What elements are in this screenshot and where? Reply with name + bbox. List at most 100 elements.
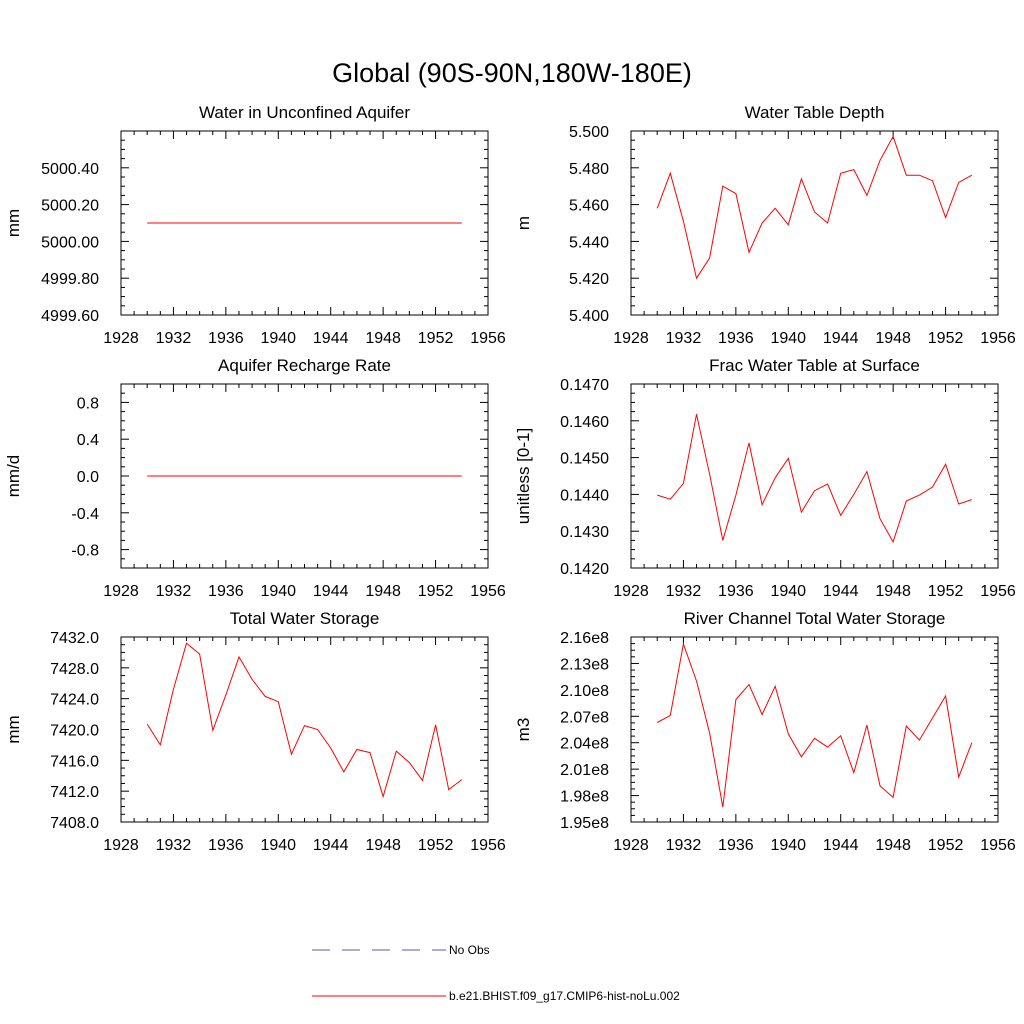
x-tick-label: 1940 [770,837,806,854]
y-tick-label: 2.04e8 [560,736,609,753]
y-tick-label: 7424.0 [50,692,99,709]
x-tick-label: 1956 [980,837,1016,854]
y-axis-label: m3 [514,718,533,742]
y-tick-label: 5.460 [569,198,609,215]
y-tick-label: 0.1470 [560,377,609,394]
x-tick-label: 1956 [470,583,506,600]
x-tick-label: 1948 [875,330,911,347]
x-tick-label: 1944 [823,837,859,854]
plot-frame [630,383,999,569]
series-line [146,642,463,799]
x-tick-label: 1944 [313,583,349,600]
panel-title: Water Table Depth [745,103,885,122]
y-tick-label: 0.1430 [560,524,609,541]
x-tick-label: 1948 [875,837,911,854]
x-tick-label: 1940 [260,837,296,854]
figure-title: Global (90S-90N,180W-180E) [332,58,692,88]
plot-frame [630,636,999,823]
y-tick-label: 7412.0 [50,784,99,801]
y-tick-label: 5.400 [569,308,609,325]
x-tick-label: 1948 [875,583,911,600]
y-tick-label: 1.95e8 [560,815,609,832]
x-tick-label: 1928 [103,837,139,854]
y-tick-label: 0.0 [77,469,99,486]
y-tick-label: 5000.40 [41,161,99,178]
panel-2: Water Table Depth 1928 1932 1936 1940 1944 194… [514,103,1016,347]
x-tick-label: 1932 [156,330,192,347]
x-tick-label: 1936 [208,330,244,347]
y-tick-label: 7408.0 [50,815,99,832]
x-tick-label: 1944 [313,837,349,854]
x-tick-label: 1932 [156,837,192,854]
panel-title: River Channel Total Water Storage [684,609,946,628]
x-tick-label: 1956 [980,583,1016,600]
y-tick-label: 7428.0 [50,661,99,678]
legend-label-model: b.e21.BHIST.f09_g17.CMIP6-hist-noLu.002 [449,989,680,1003]
x-tick-label: 1932 [666,330,702,347]
x-tick-label: 1932 [156,583,192,600]
x-tick-label: 1948 [365,583,401,600]
y-tick-label: 5000.20 [41,198,99,215]
y-tick-label: 7432.0 [50,630,99,647]
y-tick-label: 0.1440 [560,487,609,504]
x-tick-label: 1956 [980,330,1016,347]
x-tick-label: 1948 [365,837,401,854]
x-tick-label: 1936 [718,330,754,347]
legend-entry-model: b.e21.BHIST.f09_g17.CMIP6-hist-noLu.002 [312,989,680,1003]
y-tick-label: 4999.80 [41,271,99,288]
plot-frame [630,130,999,316]
y-tick-label: -0.8 [71,543,99,560]
panel-title: Water in Unconfined Aquifer [199,103,410,122]
series-line [656,642,973,808]
y-tick-label: 5.480 [569,161,609,178]
y-tick-label: 2.16e8 [560,630,609,647]
y-tick-label: 7420.0 [50,723,99,740]
y-tick-label: 0.1460 [560,414,609,431]
legend-label-obs: No Obs [449,943,490,957]
x-tick-label: 1952 [928,330,964,347]
y-tick-label: 2.01e8 [560,762,609,779]
panel-title: Frac Water Table at Surface [709,356,920,375]
x-tick-label: 1940 [770,583,806,600]
x-tick-label: 1940 [770,330,806,347]
y-axis-label: mm/d [4,455,23,498]
panels: Water in Unconfined Aquifer 1928 1932 1936 1… [4,103,1016,854]
panel-6: River Channel Total Water Storage 1928 193… [514,609,1016,854]
x-tick-label: 1952 [418,330,454,347]
y-tick-label: 0.1420 [560,561,609,578]
y-tick-label: 0.4 [77,432,99,449]
x-tick-label: 1952 [418,837,454,854]
y-tick-label: 0.1450 [560,451,609,468]
y-tick-label: 5.440 [569,234,609,251]
y-axis-label: mm [4,715,23,743]
panel-title: Total Water Storage [230,609,380,628]
panel-4: Frac Water Table at Surface 1928 1932 1936 1… [514,356,1016,600]
x-tick-label: 1928 [613,583,649,600]
x-tick-label: 1940 [260,330,296,347]
y-tick-label: 5.420 [569,271,609,288]
y-tick-label: 2.13e8 [560,656,609,673]
series-line [656,135,973,280]
y-axis-label: unitless [0-1] [514,428,533,524]
y-tick-label: 5.500 [569,124,609,141]
x-tick-label: 1956 [470,837,506,854]
x-tick-label: 1952 [928,583,964,600]
legend: No Obs b.e21.BHIST.f09_g17.CMIP6-hist-no… [312,943,680,1003]
panel-5: Total Water Storage 1928 1932 1936 1940 1944 1… [4,609,506,854]
y-tick-label: 2.10e8 [560,683,609,700]
y-tick-label: 7416.0 [50,753,99,770]
panel-title: Aquifer Recharge Rate [218,356,391,375]
x-tick-label: 1940 [260,583,296,600]
y-tick-label: 0.8 [77,395,99,412]
x-tick-label: 1936 [208,837,244,854]
plot-frame [120,636,489,823]
y-tick-label: -0.4 [71,506,99,523]
x-tick-label: 1948 [365,330,401,347]
x-tick-label: 1928 [103,330,139,347]
y-tick-label: 2.07e8 [560,709,609,726]
legend-entry-obs: No Obs [312,943,490,957]
series-line [657,414,972,544]
x-tick-label: 1944 [313,330,349,347]
x-tick-label: 1932 [666,837,702,854]
